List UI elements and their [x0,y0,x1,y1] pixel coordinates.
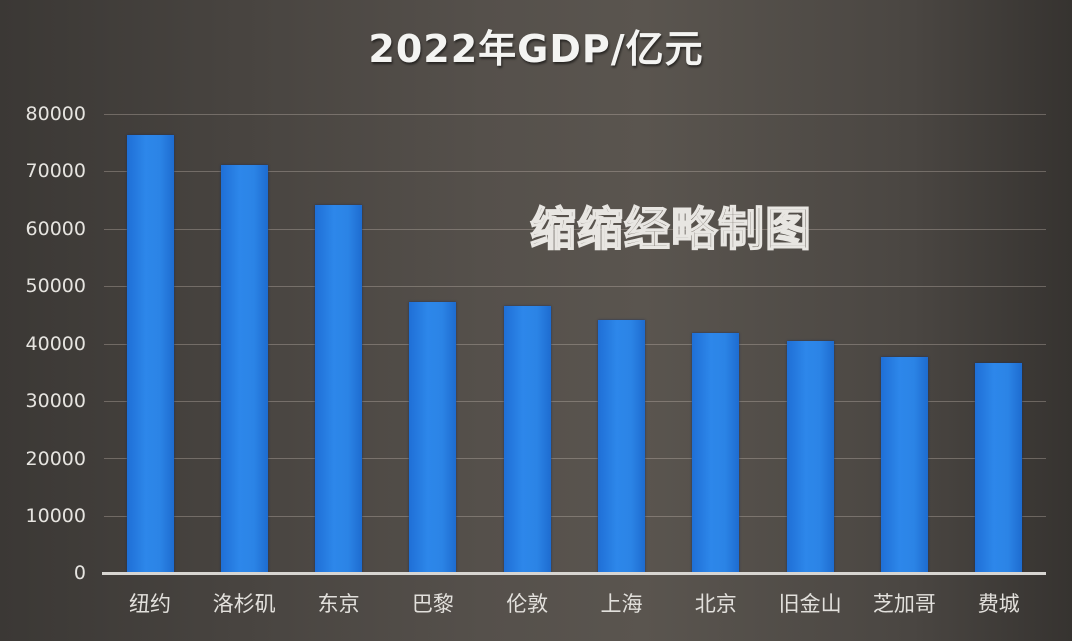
gridline [104,458,1046,459]
bar [409,302,457,573]
y-tick-label: 80000 [25,103,86,125]
x-tick-label: 北京 [694,592,737,616]
bar [880,357,928,573]
gridline [104,344,1046,345]
bar [126,135,174,573]
gridline [104,401,1046,402]
bar [503,306,551,573]
gridline [104,114,1046,115]
x-axis-line [102,572,1046,575]
chart-title: 2022年GDP/亿元 [368,27,704,71]
gridline [104,286,1046,287]
x-tick-label: 芝加哥 [872,592,936,616]
y-tick-label: 0 [73,562,86,584]
x-tick-label: 伦敦 [506,592,549,616]
x-tick-label: 洛杉矶 [212,592,276,616]
y-tick-label: 20000 [25,448,86,470]
bar [598,319,645,573]
bar [220,165,268,573]
x-tick-label: 巴黎 [411,592,454,616]
x-tick-label: 东京 [317,592,360,616]
bar [975,363,1023,573]
y-tick-label: 10000 [25,505,86,527]
y-tick-label: 60000 [25,218,86,240]
bar [692,333,740,573]
bar [315,205,363,573]
x-tick-label: 旧金山 [778,592,842,616]
x-tick-label: 费城 [977,592,1020,616]
y-tick-label: 50000 [25,275,86,297]
gridline [104,229,1046,230]
x-tick-label: 上海 [600,592,643,616]
gridline [104,171,1046,172]
x-tick-label: 纽约 [129,592,171,616]
gridline [104,516,1046,517]
y-tick-label: 70000 [25,160,86,182]
y-tick-label: 30000 [25,390,86,412]
watermark: 缩缩经略制图 [529,201,812,257]
bar [786,341,834,573]
y-tick-label: 40000 [25,333,86,355]
